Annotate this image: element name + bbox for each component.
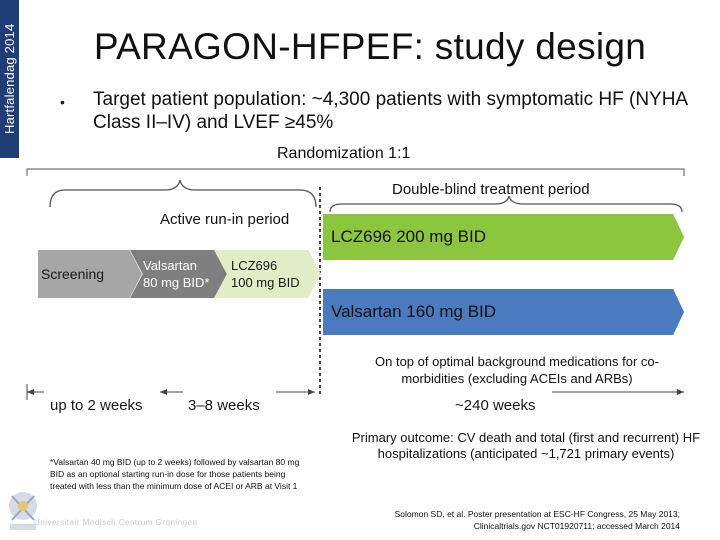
reference-line1: Solomon SD, et al. Poster presentation a… (394, 509, 680, 519)
run-in-brace (49, 179, 317, 208)
bullet-marker: • (60, 94, 65, 110)
reference: Solomon SD, et al. Poster presentation a… (330, 508, 680, 532)
treatment-duration-arrowhead-right (677, 389, 684, 395)
run-in-label: Active run-in period (160, 211, 290, 228)
randomization-bracket (26, 168, 685, 176)
primary-outcome: Primary outcome: CV death and total (fir… (345, 430, 707, 462)
treatment-duration: ~240 weeks (455, 397, 536, 414)
footnote: *Valsartan 40 mg BID (up to 2 weeks) fol… (50, 457, 300, 491)
umcg-logo-icon (9, 492, 37, 530)
valsartan-runin-line2: 80 mg BID* (143, 275, 210, 290)
runin-duration-arrowhead-right (308, 389, 315, 395)
double-blind-label: Double-blind treatment period (392, 181, 590, 198)
runin-duration: 3–8 weeks (188, 397, 260, 414)
runin-duration-arrowhead-left (160, 389, 167, 395)
valsartan-treatment-arrow: Valsartan 160 mg BID (323, 289, 684, 335)
lcz-treatment-arrow: LCZ696 200 mg BID (323, 214, 684, 260)
randomization-label: Randomization 1:1 (277, 145, 411, 162)
valsartan-treatment-label: Valsartan 160 mg BID (331, 302, 497, 321)
target-population-text: Target patient population: ~4,300 patien… (93, 89, 688, 133)
lcz-runin-line1: LCZ696 (231, 258, 278, 273)
side-band (0, 0, 19, 158)
screening-duration: up to 2 weeks (50, 397, 143, 414)
watermark: Universitair Medisch Centrum Groningen (34, 518, 198, 527)
screening-label: Screening (41, 266, 105, 282)
lcz-runin-line2: 100 mg BID (231, 275, 300, 290)
screening-arrow: Screening (38, 250, 142, 298)
background-medication-note: On top of optimal background medications… (375, 354, 659, 386)
lcz-treatment-label: LCZ696 200 mg BID (331, 227, 486, 246)
valsartan-runin-line1: Valsartan (143, 258, 197, 273)
screening-duration-arrowhead-left (27, 389, 34, 395)
double-blind-brace (329, 195, 683, 213)
reference-line2: Clinicaltrials.gov NCT01920711; accessed… (473, 521, 680, 531)
primary-outcome-text: Primary outcome: CV death and total (fir… (351, 430, 701, 461)
lcz-runin-arrow: LCZ696 100 mg BID (214, 250, 321, 298)
page-title: PARAGON-HFPEF: study design (93, 26, 647, 67)
valsartan-runin-arrow: Valsartan 80 mg BID* (130, 250, 228, 298)
